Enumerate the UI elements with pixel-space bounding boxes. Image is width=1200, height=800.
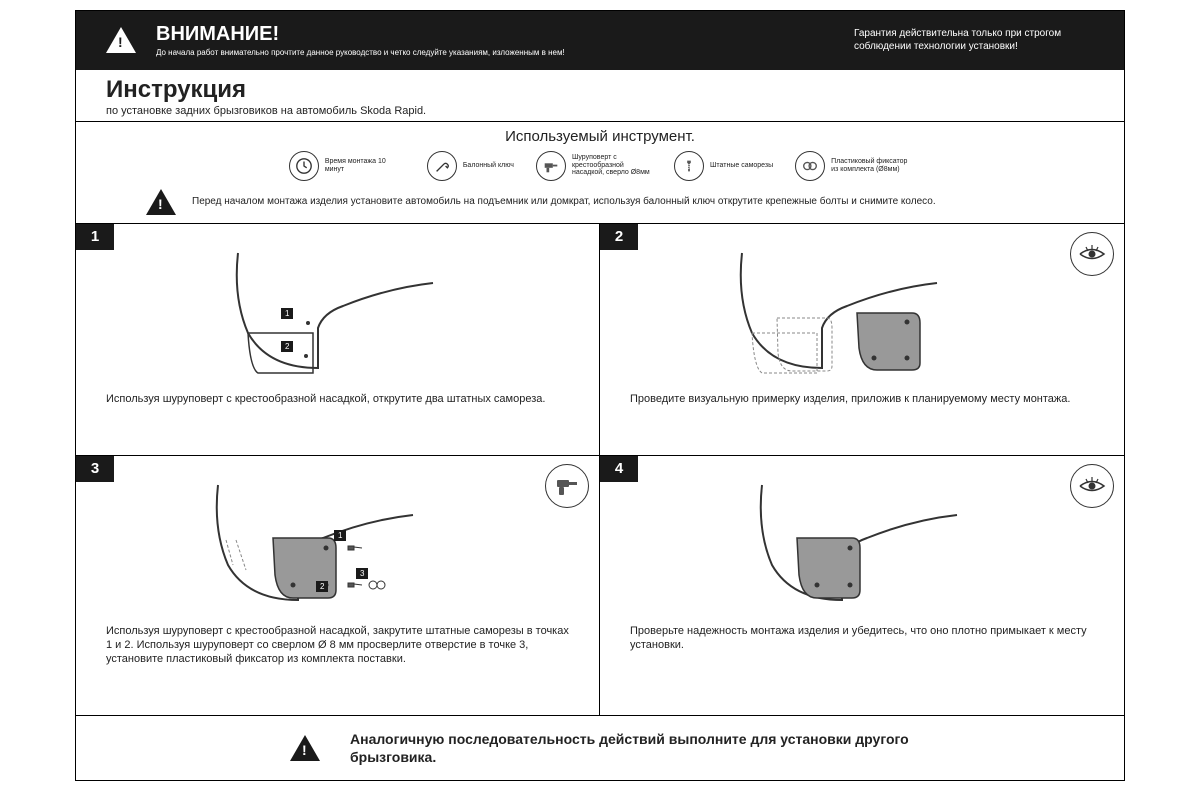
warranty-note: Гарантия действительна только при строго…	[854, 27, 1094, 53]
step-diagram	[630, 236, 1094, 386]
tool-label: Время монтажа 10 минут	[325, 158, 405, 173]
step-text: Используя шуруповерт с крестообразной на…	[106, 624, 569, 667]
point-1-label: 1	[281, 308, 293, 319]
tool-drill: Шуруповерт с крестообразной насадкой, св…	[536, 151, 652, 181]
clock-icon	[289, 151, 319, 181]
footer-note: Аналогичную последовательность действий …	[76, 716, 1124, 780]
steps-grid: 1 1 2 Используя шуруповерт с крестообраз…	[76, 224, 1124, 716]
step-text: Проведите визуальную примерку изделия, п…	[630, 392, 1094, 406]
page-subtitle: по установке задних брызговиков на автом…	[106, 105, 1094, 117]
step-diagram	[630, 468, 1094, 618]
tool-label: Балонный ключ	[463, 162, 514, 170]
step-text: Используя шуруповерт с крестообразной на…	[106, 392, 569, 406]
tools-heading: Используемый инструмент.	[106, 128, 1094, 145]
step-diagram: 1 2 3	[106, 468, 569, 618]
instruction-page: ВНИМАНИЕ! До начала работ внимательно пр…	[75, 10, 1125, 781]
warning-subtitle: До начала работ внимательно прочтите дан…	[156, 48, 834, 58]
point-2-label: 2	[281, 341, 293, 352]
footer-text: Аналогичную последовательность действий …	[350, 730, 910, 766]
step-diagram: 1 2	[106, 236, 569, 386]
warning-icon	[146, 189, 176, 215]
screw-icon	[674, 151, 704, 181]
warning-title: ВНИМАНИЕ!	[156, 23, 834, 46]
tool-screw: Штатные саморезы	[674, 151, 773, 181]
step-2: 2 Проведите визуальную примерку изделия,…	[600, 224, 1124, 456]
point-3-label: 3	[356, 568, 368, 579]
pre-install-note: Перед началом монтажа изделия установите…	[106, 189, 1094, 215]
clip-icon	[795, 151, 825, 181]
step-text: Проверьте надежность монтажа изделия и у…	[630, 624, 1094, 653]
header-left: ВНИМАНИЕ! До начала работ внимательно пр…	[156, 23, 834, 58]
tool-label: Пластиковый фиксатор из комплекта (Ø8мм)	[831, 158, 911, 173]
point-2-label: 2	[316, 581, 328, 592]
tool-wrench: Балонный ключ	[427, 151, 514, 181]
step-3: 3 1 2 3	[76, 456, 600, 716]
wrench-icon	[427, 151, 457, 181]
pre-note-text: Перед началом монтажа изделия установите…	[192, 195, 936, 208]
tool-label: Штатные саморезы	[710, 162, 773, 170]
point-1-label: 1	[334, 530, 346, 541]
tool-time: Время монтажа 10 минут	[289, 151, 405, 181]
step-1: 1 1 2 Используя шуруповерт с крестообраз…	[76, 224, 600, 456]
step-4: 4 Проверьте надежность монтажа изделия и…	[600, 456, 1124, 716]
tool-label: Шуруповерт с крестообразной насадкой, св…	[572, 154, 652, 177]
tools-section: Используемый инструмент. Время монтажа 1…	[76, 122, 1124, 224]
tools-row: Время монтажа 10 минут Балонный ключ Шур…	[106, 151, 1094, 181]
warning-icon	[290, 735, 320, 761]
warning-header: ВНИМАНИЕ! До начала работ внимательно пр…	[76, 11, 1124, 70]
page-title: Инструкция	[106, 76, 1094, 104]
drill-icon	[536, 151, 566, 181]
tool-clip: Пластиковый фиксатор из комплекта (Ø8мм)	[795, 151, 911, 181]
warning-icon	[106, 27, 136, 53]
title-row: Инструкция по установке задних брызговик…	[76, 70, 1124, 122]
